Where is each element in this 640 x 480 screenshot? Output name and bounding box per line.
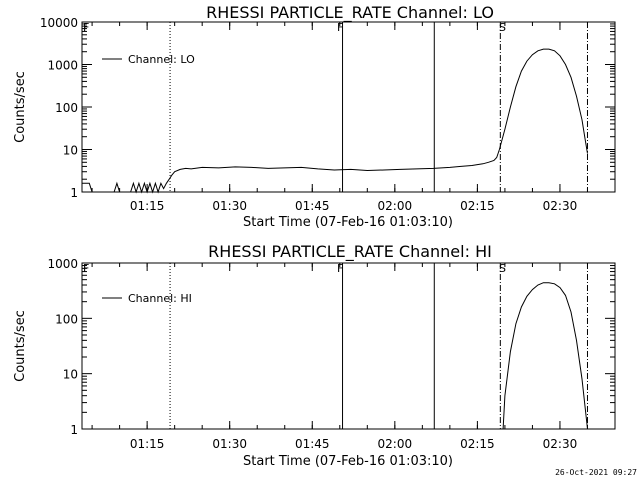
flag-label-s: S <box>499 21 506 34</box>
chart-title: RHESSI PARTICLE_RATE Channel: HI <box>208 242 492 262</box>
x-ticks: 01:15 01:30 01:45 02:00 02:15 02:30 <box>130 199 577 213</box>
flag-label-f: F <box>337 262 343 275</box>
legend-label: Channel: HI <box>128 292 192 305</box>
panel-lo: RHESSI PARTICLE_RATE Channel: LO 01:15 01… <box>13 3 616 230</box>
panel-hi: RHESSI PARTICLE_RATE Channel: HI 01:15 01… <box>13 242 616 469</box>
x-axis-label: Start Time (07-Feb-16 01:03:10) <box>243 215 453 230</box>
chart-title: RHESSI PARTICLE_RATE Channel: LO <box>206 3 494 23</box>
y-ticks: 1 10 100 1000 <box>47 257 78 437</box>
y-tick-label: 1 <box>70 186 78 200</box>
y-tick-label: 10 <box>63 144 78 158</box>
series-line-lo <box>82 48 588 194</box>
x-tick-label: 01:30 <box>212 199 247 213</box>
y-tick-label: 1 <box>70 423 78 437</box>
x-tick-label: 02:00 <box>378 199 413 213</box>
x-tick-label: 01:45 <box>295 437 330 451</box>
x-tick-label: 01:15 <box>130 437 165 451</box>
y-tick-label: 100 <box>55 101 78 115</box>
y-tick-label: 1000 <box>47 257 78 271</box>
x-tick-label: 01:45 <box>295 199 330 213</box>
timestamp: 26-Oct-2021 09:27 <box>555 468 637 477</box>
x-ticks: 01:15 01:30 01:45 02:00 02:15 02:30 <box>130 437 577 451</box>
flag-label-f: F <box>83 262 89 275</box>
x-tick-label: 01:30 <box>212 437 247 451</box>
y-axis-label: Counts/sec <box>13 310 28 382</box>
x-tick-label: 02:15 <box>460 199 495 213</box>
y-tick-label: 10 <box>63 368 78 382</box>
flag-label-s: S <box>499 262 506 275</box>
event-markers <box>169 22 588 192</box>
y-axis-label: Counts/sec <box>13 71 28 143</box>
y-tick-label: 1000 <box>47 59 78 73</box>
x-tick-label: 01:15 <box>130 199 165 213</box>
legend-label: Channel: LO <box>128 53 195 66</box>
y-tick-label: 10000 <box>40 16 78 30</box>
flag-label-f: F <box>337 21 343 34</box>
tick-marks <box>82 21 615 193</box>
x-tick-label: 02:15 <box>460 437 495 451</box>
event-markers <box>169 263 588 429</box>
series-line-hi <box>502 282 588 430</box>
x-tick-label: 02:00 <box>378 437 413 451</box>
flag-label-f: F <box>83 21 89 34</box>
x-tick-label: 02:30 <box>543 437 578 451</box>
x-axis-label: Start Time (07-Feb-16 01:03:10) <box>243 454 453 469</box>
x-tick-label: 02:30 <box>543 199 578 213</box>
y-ticks: 1 10 100 1000 10000 <box>40 16 78 200</box>
plot-frame <box>81 21 616 193</box>
plot-frame <box>81 262 616 430</box>
y-tick-label: 100 <box>55 312 78 326</box>
